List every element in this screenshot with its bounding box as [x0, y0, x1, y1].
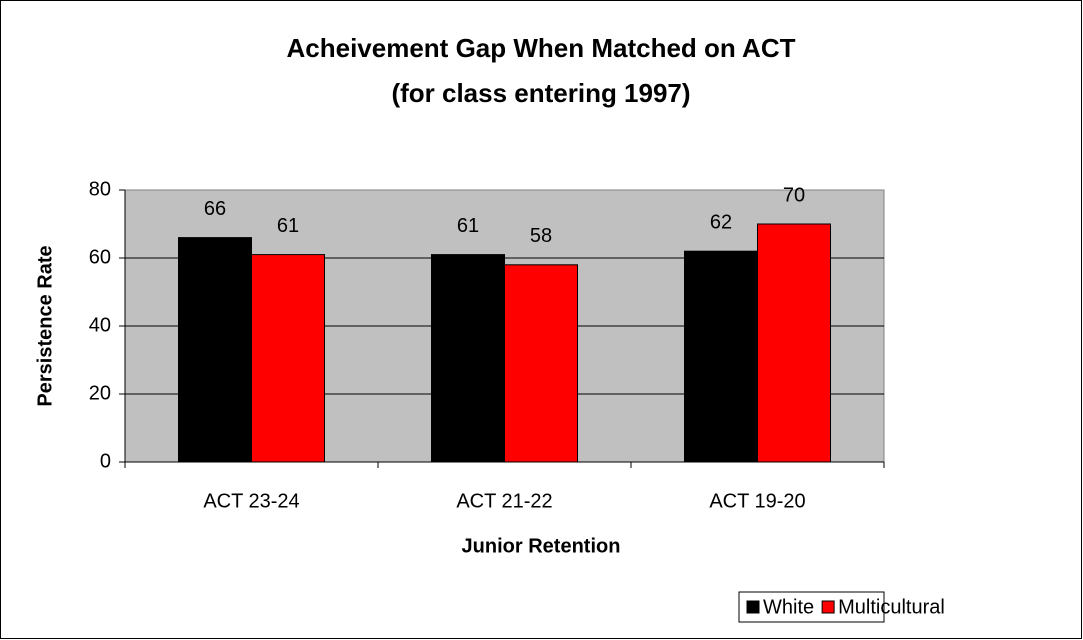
- chart-subtitle: (for class entering 1997): [391, 78, 690, 108]
- data-label: 62: [710, 211, 732, 233]
- bar: [504, 264, 578, 463]
- data-label: 70: [783, 184, 805, 206]
- data-label: 61: [457, 215, 479, 237]
- chart-title: Acheivement Gap When Matched on ACT: [287, 33, 796, 63]
- legend-label: White: [763, 596, 814, 618]
- y-tick-label: 40: [89, 314, 111, 336]
- legend-label: Multicultural: [838, 596, 945, 618]
- bar: [431, 254, 505, 463]
- x-axis-label: Junior Retention: [462, 535, 621, 557]
- bar: [251, 254, 325, 463]
- legend-box: [738, 591, 885, 623]
- x-tick-label: ACT 21-22: [456, 490, 552, 512]
- bar: [178, 237, 252, 463]
- bar: [684, 250, 758, 463]
- y-tick-label: 80: [89, 178, 111, 200]
- y-tick-label: 0: [100, 450, 111, 472]
- x-tick-label: ACT 19-20: [709, 490, 805, 512]
- legend-swatch: [821, 600, 835, 614]
- y-tick-label: 20: [89, 382, 111, 404]
- y-axis-label: Persistence Rate: [34, 245, 56, 406]
- x-tick-label: ACT 23-24: [203, 490, 299, 512]
- legend-swatch: [746, 600, 760, 614]
- y-tick-label: 60: [89, 246, 111, 268]
- data-label: 58: [530, 225, 552, 247]
- bar: [757, 223, 831, 463]
- data-label: 66: [204, 198, 226, 220]
- data-label: 61: [277, 215, 299, 237]
